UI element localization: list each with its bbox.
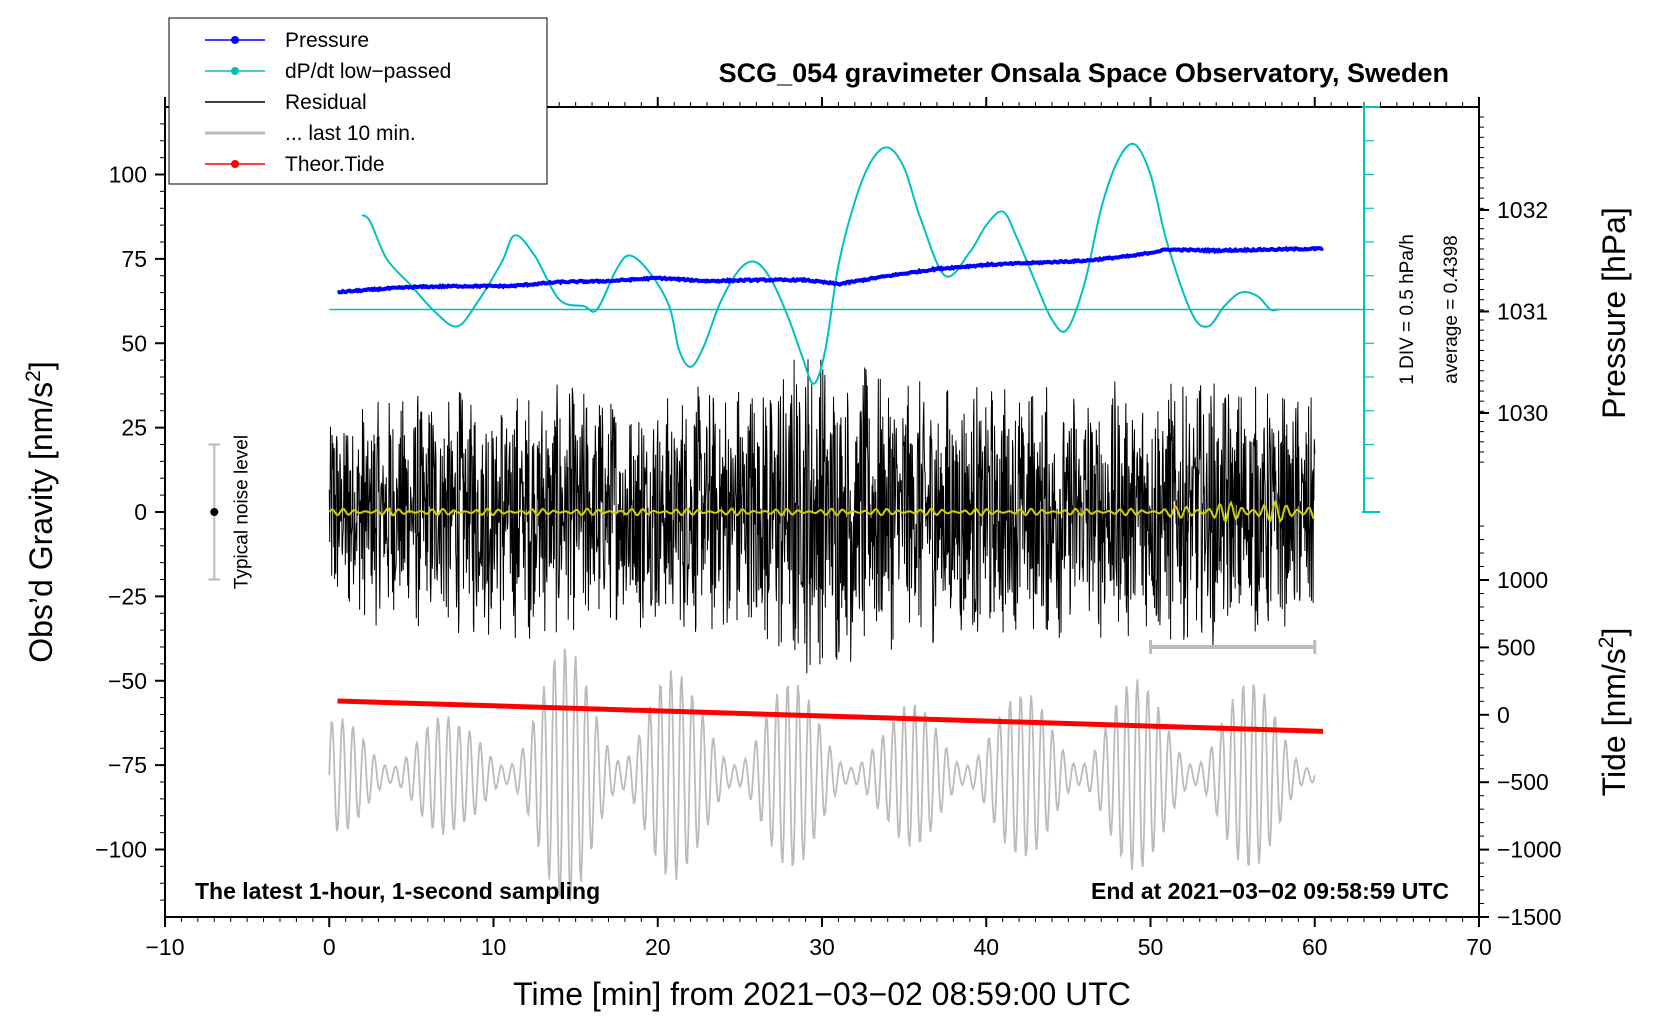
y-tick-label: 75 bbox=[121, 246, 147, 272]
y-tick-label: 25 bbox=[121, 415, 147, 441]
note-latest-hour: The latest 1-hour, 1-second sampling bbox=[195, 878, 600, 904]
pressure-tick-label: 1032 bbox=[1497, 197, 1548, 223]
legend: Pressure dP/dt low−passed Residual ... last… bbox=[168, 17, 548, 185]
legend-label-residual: Residual bbox=[285, 91, 367, 114]
dpdt-series bbox=[361, 142, 1279, 385]
noise-dot bbox=[210, 508, 219, 516]
x-tick-label: 40 bbox=[973, 934, 999, 960]
scale-bar-label-average: average = 0.4398 bbox=[1441, 235, 1462, 383]
noise-label: Typical noise level bbox=[231, 435, 252, 589]
note-end-time: End at 2021−03−02 09:58:59 UTC bbox=[1091, 878, 1449, 904]
x-axis-title: Time [min] from 2021−03−02 08:59:00 UTC bbox=[513, 976, 1131, 1012]
x-tick-label: 20 bbox=[645, 934, 671, 960]
x-tick-label: 60 bbox=[1302, 934, 1328, 960]
legend-label-pressure: Pressure bbox=[285, 29, 369, 52]
x-tick-label: 50 bbox=[1138, 934, 1164, 960]
y-tick-label: −25 bbox=[108, 583, 147, 609]
x-tick-label: 70 bbox=[1466, 934, 1492, 960]
tide-tick-label: 500 bbox=[1497, 634, 1535, 660]
y-tick-label: 100 bbox=[109, 162, 147, 188]
residual-lowpass-series bbox=[328, 499, 1316, 523]
y-tick-label: −100 bbox=[95, 837, 147, 863]
legend-box bbox=[168, 17, 548, 185]
y-tick-label: 0 bbox=[134, 499, 147, 525]
y-tick-label: −50 bbox=[108, 668, 147, 694]
y-axis-title-gravity: Obs’d Gravity [nm/s2] bbox=[22, 361, 59, 663]
theor-tide-series bbox=[337, 698, 1324, 734]
x-tick-label: 30 bbox=[809, 934, 835, 960]
legend-marker-dp-dt-low-passed bbox=[231, 67, 239, 75]
axis-ticks: −10 0 10 20 30 40 50 60 701007550250−25−50−75−10… bbox=[95, 97, 1562, 960]
residual-series bbox=[328, 359, 1316, 674]
chart-title: SCG_054 gravimeter Onsala Space Observat… bbox=[719, 58, 1449, 88]
last-10-min-series bbox=[328, 648, 1316, 902]
tide-tick-label: −1500 bbox=[1497, 904, 1562, 930]
legend-marker-pressure bbox=[231, 36, 239, 44]
y-axis-title-pressure: Pressure [hPa] bbox=[1596, 207, 1632, 419]
legend-marker-theor-tide bbox=[231, 160, 239, 168]
y-axis-title-tide: Tide [nm/s2] bbox=[1595, 628, 1632, 797]
data-series bbox=[328, 142, 1365, 902]
tide-tick-label: 1000 bbox=[1497, 567, 1548, 593]
overlays: Typical noise level 1 DIV = 0.5 hPa/h aver… bbox=[208, 106, 1462, 654]
legend-label-dp-dt-low-passed: dP/dt low−passed bbox=[285, 60, 451, 83]
pressure-tick-label: 1030 bbox=[1497, 400, 1548, 426]
x-tick-label: 10 bbox=[481, 934, 507, 960]
tide-tick-label: −1000 bbox=[1497, 837, 1562, 863]
tide-tick-label: −500 bbox=[1497, 769, 1549, 795]
x-tick-label: 0 bbox=[323, 934, 336, 960]
x-tick-label: −10 bbox=[145, 934, 184, 960]
y-tick-label: −75 bbox=[108, 752, 147, 778]
tide-tick-label: 0 bbox=[1497, 702, 1510, 728]
scale-bar-label-division: 1 DIV = 0.5 hPa/h bbox=[1397, 234, 1418, 385]
pressure-series bbox=[337, 245, 1324, 295]
pressure-tick-label: 1031 bbox=[1497, 299, 1548, 325]
y-tick-label: 50 bbox=[121, 330, 147, 356]
legend-label-last-10-min: ... last 10 min. bbox=[285, 122, 416, 145]
legend-label-theor-tide: Theor.Tide bbox=[285, 153, 385, 176]
